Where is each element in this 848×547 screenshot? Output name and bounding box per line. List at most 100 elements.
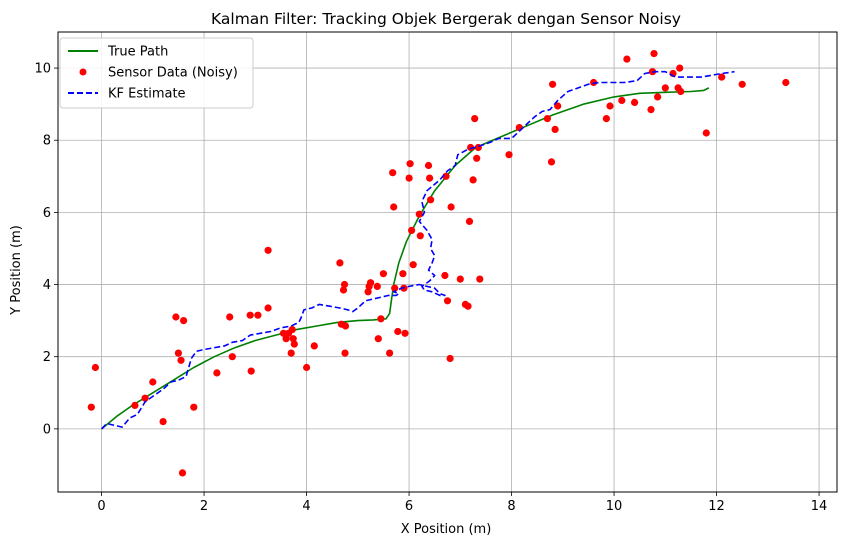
legend-label-kf-estimate: KF Estimate xyxy=(108,87,186,102)
sensor-data-point xyxy=(443,297,452,305)
sensor-data-point xyxy=(373,282,381,290)
sensor-data-point xyxy=(279,329,288,337)
sensor-data-point xyxy=(364,288,372,296)
sensor-data-point xyxy=(247,367,255,375)
sensor-data-point xyxy=(409,261,417,269)
axis-ticks: 0 2 4 6 8 10 12 14 0 2 4 6 8 10 xyxy=(34,62,827,514)
sensor-data-point xyxy=(226,313,234,321)
series-line-kf-estimate xyxy=(101,70,735,430)
sensor-data-point xyxy=(389,169,397,177)
sensor-data-point xyxy=(631,98,639,106)
sensor-data-point xyxy=(447,203,455,211)
sensor-data-point xyxy=(406,160,414,168)
legend-label-true-path: True Path xyxy=(107,45,168,60)
sensor-data-point xyxy=(377,315,385,323)
sensor-data-point xyxy=(676,64,684,72)
sensor-data-point xyxy=(547,158,556,166)
y-tick-label: 0 xyxy=(43,422,51,437)
sensor-data-point xyxy=(543,115,552,123)
x-tick-label: 14 xyxy=(811,499,828,514)
sensor-data-point xyxy=(177,356,185,364)
sensor-data-point xyxy=(426,174,434,182)
sensor-data-point xyxy=(467,143,475,152)
sensor-data-point xyxy=(442,172,450,180)
sensor-data-point xyxy=(702,129,710,137)
sensor-data-point xyxy=(288,326,296,334)
sensor-data-point xyxy=(551,125,559,133)
sensor-data-point xyxy=(340,280,349,289)
sensor-data-point xyxy=(264,246,272,254)
sensor-data-point xyxy=(246,311,254,319)
sensor-data-point xyxy=(424,161,433,170)
sensor-data-point xyxy=(505,151,513,159)
sensor-data-point xyxy=(374,335,382,343)
sensor-data-point xyxy=(647,106,655,114)
sensor-data-point xyxy=(590,78,598,87)
sensor-data-point xyxy=(782,78,790,87)
sensor-data-point xyxy=(91,363,99,372)
y-tick-label: 6 xyxy=(43,206,51,221)
sensor-data-point xyxy=(415,210,423,218)
sensor-data-point xyxy=(606,102,614,110)
sensor-data-point xyxy=(399,270,407,278)
sensor-data-point xyxy=(367,279,375,287)
sensor-data-point xyxy=(469,176,477,184)
sensor-data-point xyxy=(464,302,472,310)
x-tick-label: 6 xyxy=(405,499,413,514)
y-tick-label: 2 xyxy=(43,350,51,365)
sensor-data-point xyxy=(264,304,272,312)
sensor-data-point xyxy=(405,174,413,182)
sensor-data-point xyxy=(386,349,394,357)
sensor-data-point xyxy=(416,232,424,240)
sensor-data-point xyxy=(289,335,297,343)
sensor-data-point xyxy=(149,378,157,386)
sensor-data-point xyxy=(290,340,298,348)
series-layer xyxy=(87,50,790,477)
x-tick-label: 0 xyxy=(97,499,105,514)
sensor-data-point xyxy=(174,349,182,357)
y-axis-label: Y Position (m) xyxy=(9,225,24,316)
sensor-data-point xyxy=(287,349,295,357)
sensor-data-point xyxy=(131,401,139,409)
sensor-data-point xyxy=(473,154,481,162)
sensor-data-point xyxy=(254,311,262,319)
sensor-data-point xyxy=(738,80,746,88)
sensor-data-point xyxy=(476,275,484,283)
sensor-data-point xyxy=(427,196,435,204)
sensor-data-point xyxy=(677,87,685,96)
sensor-data-point xyxy=(718,73,726,81)
legend-label-sensor-data: Sensor Data (Noisy) xyxy=(108,66,238,81)
x-tick-label: 8 xyxy=(507,499,515,514)
chart-title: Kalman Filter: Tracking Objek Bergerak d… xyxy=(211,10,681,28)
sensor-data-point xyxy=(336,259,344,267)
sensor-data-point xyxy=(172,313,180,321)
series-line-true-path xyxy=(101,87,710,430)
y-tick-label: 8 xyxy=(43,134,51,149)
sensor-data-point xyxy=(178,469,187,477)
sensor-data-point xyxy=(401,329,409,337)
sensor-data-point xyxy=(390,203,398,211)
sensor-data-point xyxy=(213,369,221,377)
sensor-data-point xyxy=(141,394,149,402)
sensor-data-point xyxy=(341,349,349,357)
sensor-data-point xyxy=(618,96,626,105)
sensor-data-point xyxy=(339,286,348,294)
x-tick-label: 2 xyxy=(200,499,208,514)
x-axis-label: X Position (m) xyxy=(401,522,492,537)
sensor-data-point xyxy=(394,327,402,336)
legend: True Path Sensor Data (Noisy) KF Estimat… xyxy=(59,37,254,109)
legend-swatch-sensor-data xyxy=(79,68,87,76)
sensor-data-point xyxy=(87,403,95,411)
sensor-data-point xyxy=(661,84,669,92)
sensor-data-point xyxy=(465,217,474,225)
sensor-data-point xyxy=(471,115,479,123)
x-tick-label: 10 xyxy=(606,499,623,514)
plot-frame xyxy=(57,31,838,493)
sensor-data-point xyxy=(180,317,188,325)
sensor-data-point xyxy=(341,322,350,330)
sensor-data-point xyxy=(159,418,167,426)
sensor-data-point xyxy=(391,284,399,292)
sensor-data-point xyxy=(549,80,557,88)
sensor-data-point xyxy=(310,342,318,350)
x-tick-label: 12 xyxy=(708,499,725,514)
